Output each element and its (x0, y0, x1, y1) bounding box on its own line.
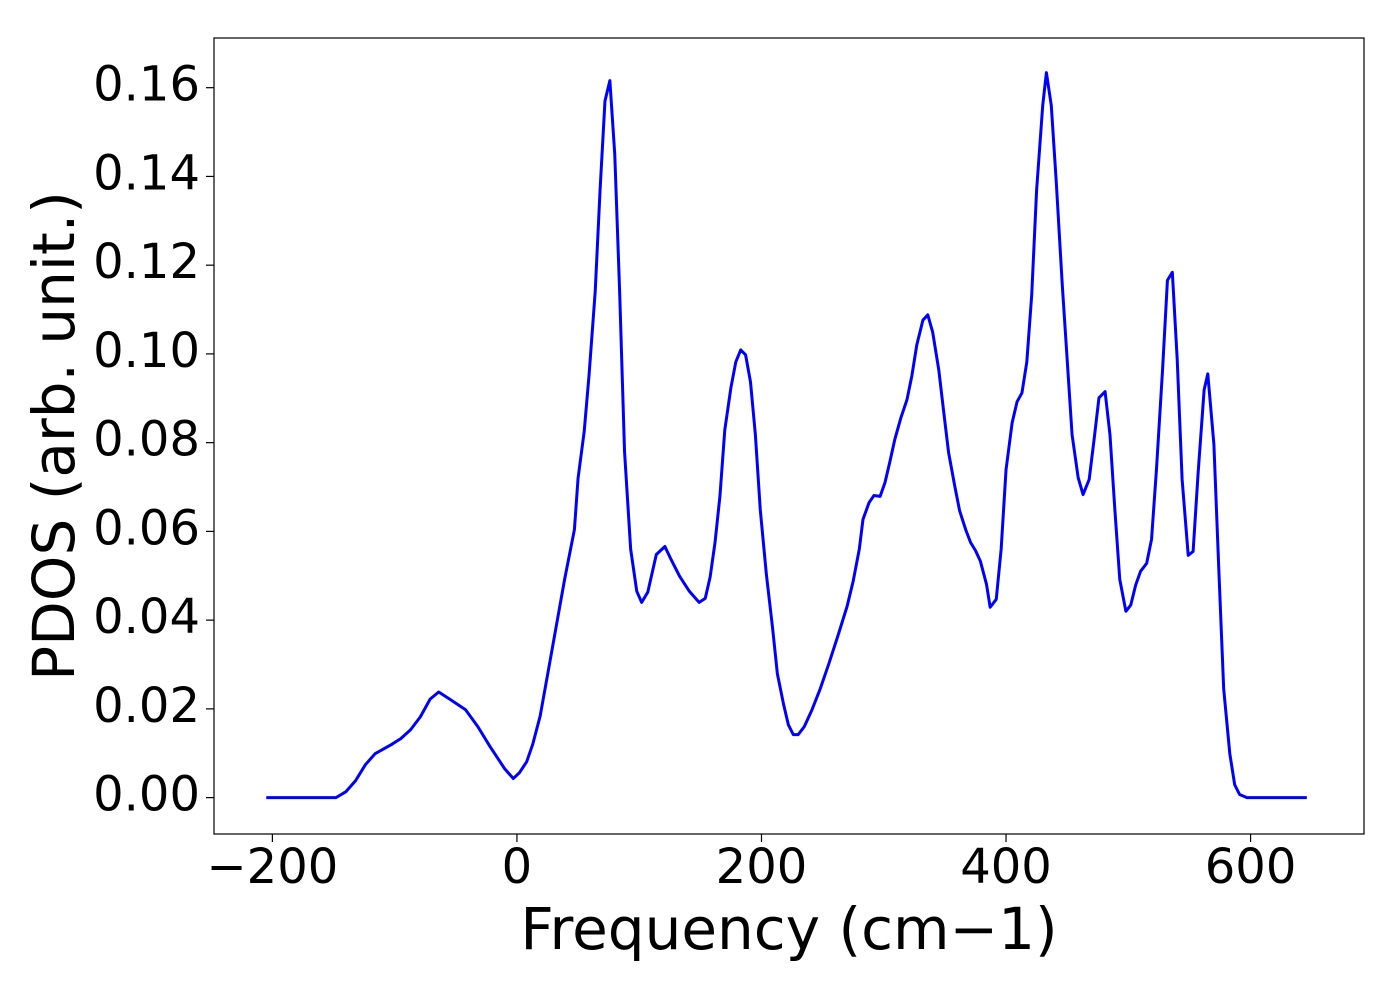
y-tick-label: 0.04 (93, 589, 200, 645)
x-tick-label: 600 (1205, 839, 1297, 895)
x-tick-label: 400 (960, 839, 1052, 895)
y-tick-label: 0.12 (93, 234, 200, 290)
x-axis-label: Frequency (cm−1) (520, 895, 1057, 963)
x-tick-label: 200 (716, 839, 808, 895)
y-axis-label: PDOS (arb. unit.) (20, 191, 88, 681)
y-tick-label: 0.02 (93, 678, 200, 734)
x-tick-label: 0 (502, 839, 533, 895)
plot-frame (213, 37, 1365, 835)
y-tick-label: 0.10 (93, 323, 200, 379)
y-tick-label: 0.16 (93, 57, 200, 113)
line (266, 71, 1307, 800)
y-tick-label: 0.06 (93, 500, 200, 556)
x-tick-label: −200 (206, 839, 338, 895)
y-tick-label: 0.00 (93, 767, 200, 823)
y-tick-label: 0.08 (93, 412, 200, 468)
y-tick-label: 0.14 (93, 145, 200, 201)
